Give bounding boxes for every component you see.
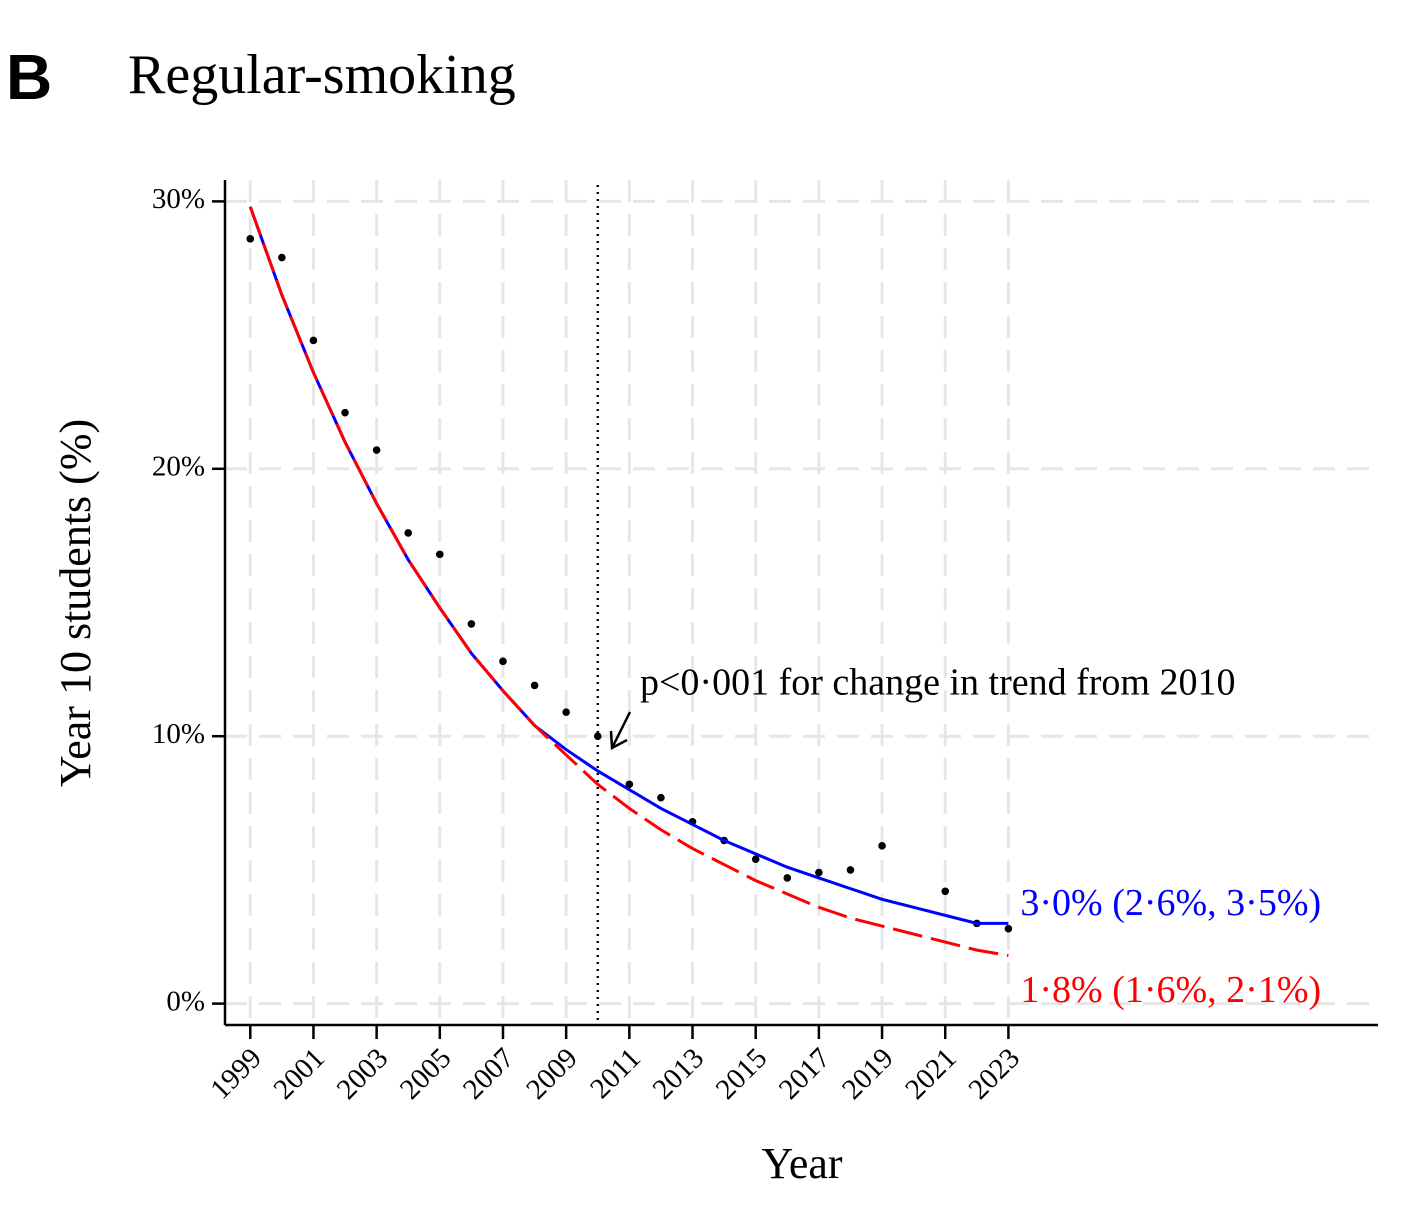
fit-line: [248, 206, 1009, 957]
x-tick-label: 2017: [773, 1042, 837, 1106]
end-label: 1·8% (1·6%, 2·1%): [1020, 969, 1321, 1011]
annotation-arrow: [610, 711, 632, 749]
data-point: [309, 336, 318, 345]
x-tick-label: 2023: [962, 1042, 1026, 1106]
data-point: [404, 529, 413, 537]
data-point: [941, 887, 950, 896]
panel-label: B: [6, 41, 52, 113]
x-tick-label: 2003: [331, 1042, 395, 1106]
x-tick-label: 2001: [267, 1042, 331, 1106]
y-axis-title: Year 10 students (%): [51, 419, 100, 787]
data-point: [372, 446, 381, 454]
x-tick-label: 2015: [710, 1042, 774, 1106]
data-point: [593, 732, 602, 741]
y-tick-label: 10%: [152, 718, 205, 750]
annotation: p<0·001 for change in trend from 2010: [640, 662, 1236, 704]
y-tick-label: 0%: [166, 985, 205, 1017]
annotation-arrowhead: [609, 730, 628, 751]
data-point: [246, 235, 255, 243]
y-tick-label: 20%: [152, 450, 205, 482]
plot: [246, 185, 1013, 1025]
data-point: [625, 780, 634, 789]
x-axis-title: Year: [761, 1139, 842, 1188]
chart-title: Regular-smoking: [128, 44, 516, 106]
x-tick-label: 2013: [647, 1042, 711, 1106]
data-point: [878, 842, 886, 850]
data-point: [751, 855, 760, 864]
data-point: [278, 253, 286, 262]
end-label: 3·0% (2·6%, 3·5%): [1020, 882, 1321, 924]
data-point: [436, 550, 444, 559]
data-point: [783, 874, 792, 882]
x-tick-label: 2011: [584, 1042, 647, 1105]
data-point: [657, 793, 665, 802]
data-point: [1004, 924, 1013, 933]
data-point: [499, 657, 507, 666]
x-tick-label: 1999: [204, 1042, 268, 1106]
x-tick-label: 2021: [899, 1042, 963, 1106]
x-tick-label: 2005: [394, 1042, 458, 1106]
x-tick-label: 2019: [836, 1042, 900, 1106]
x-tick-label: 2009: [520, 1042, 584, 1106]
data-point: [341, 408, 349, 417]
x-tick-label: 2007: [457, 1042, 521, 1106]
data-point: [530, 681, 539, 690]
data-point: [562, 708, 570, 716]
data-point: [467, 620, 476, 628]
grid: [225, 180, 1378, 1025]
y-tick-label: 30%: [152, 183, 205, 215]
data-point: [846, 866, 855, 874]
data-point: [815, 868, 823, 877]
